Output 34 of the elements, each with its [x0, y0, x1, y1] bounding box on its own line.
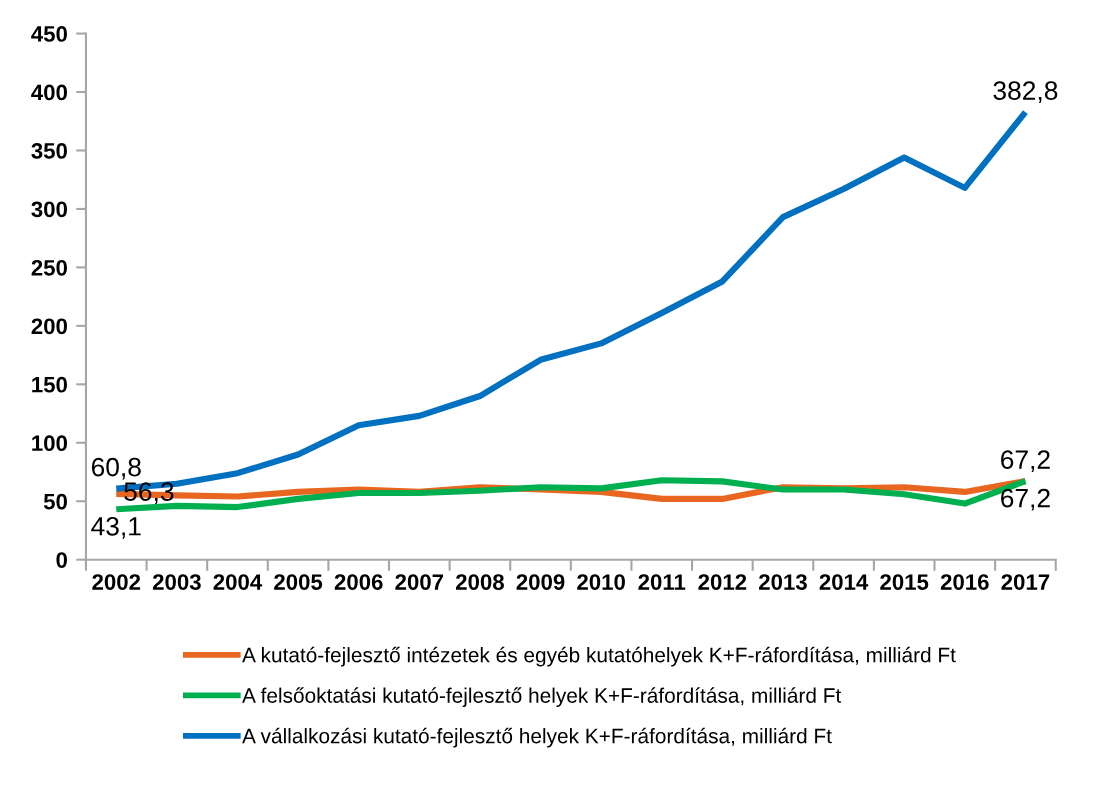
- y-tick-label: 400: [31, 84, 67, 101]
- x-tick-label: 2008: [455, 574, 504, 590]
- legend-label: A felsőoktatási kutató-fejlesztő helyek K+F-ráfordítása, milliárd Ft: [242, 687, 842, 708]
- y-tick-label: 450: [31, 26, 67, 42]
- y-tick-label: 150: [32, 376, 67, 393]
- x-tick-label: 2006: [334, 574, 383, 590]
- data-label: 43,1: [91, 516, 141, 539]
- x-tick-label: 2017: [1001, 574, 1050, 590]
- data-label: 60,8: [91, 457, 141, 480]
- data-label: 67,2: [1001, 488, 1050, 511]
- x-tick-label: 2015: [880, 574, 929, 590]
- legend-label: A kutató-fejlesztő intézetek és egyéb kutatóhelyek K+F-ráfordítása, milliárd Ft: [242, 646, 956, 667]
- x-tick-label: 2007: [395, 574, 444, 590]
- y-tick-label: 300: [31, 201, 67, 218]
- y-tick-label: 0: [56, 552, 67, 568]
- x-tick-label: 2005: [274, 574, 323, 590]
- x-tick-label: 2016: [940, 574, 989, 590]
- data-label: 67,2: [1001, 450, 1050, 473]
- x-tick-label: 2002: [92, 574, 141, 590]
- x-tick-label: 2010: [577, 574, 625, 590]
- x-tick-label: 2009: [516, 574, 565, 590]
- x-tick-label: 2012: [698, 574, 747, 590]
- y-tick-label: 100: [32, 435, 67, 452]
- y-tick-label: 350: [31, 143, 67, 159]
- x-tick-label: 2013: [759, 574, 807, 590]
- x-tick-label: 2011: [638, 574, 686, 590]
- x-tick-label: 2004: [213, 574, 263, 590]
- y-tick-label: 250: [31, 259, 67, 276]
- y-tick-label: 50: [43, 493, 67, 510]
- x-tick-label: 2003: [152, 574, 201, 590]
- data-label: 382,8: [993, 81, 1058, 104]
- x-tick-label: 2014: [819, 574, 869, 590]
- legend-label: A vállalkozási kutató-fejlesztő helyek K+F-ráfordítása, milliárd Ft: [242, 727, 832, 748]
- y-tick-label: 200: [31, 318, 67, 335]
